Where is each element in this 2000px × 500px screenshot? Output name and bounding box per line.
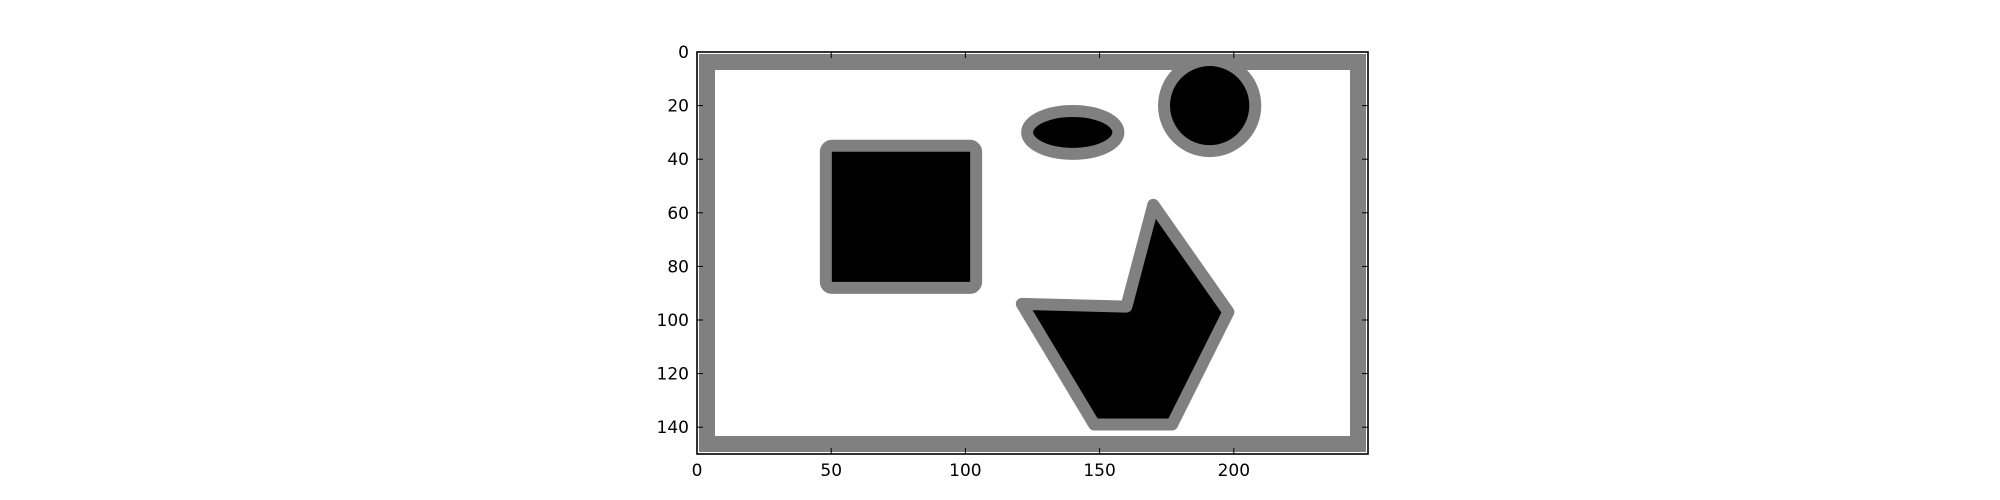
square-shape	[819, 139, 983, 294]
y-tick-label: 60	[667, 204, 689, 224]
x-tick-label: 100	[949, 461, 981, 481]
x-tick-label: 50	[820, 461, 842, 481]
y-tick-label: 20	[667, 97, 689, 117]
y-tick-label: 80	[667, 257, 689, 277]
y-tick-label: 120	[657, 365, 689, 385]
polygon-shape	[1015, 198, 1235, 431]
image-area	[697, 52, 1368, 454]
x-tick-label: 200	[1218, 461, 1250, 481]
y-tick-label: 140	[657, 418, 689, 438]
circle-shape	[1158, 54, 1262, 158]
x-tick-label: 150	[1083, 461, 1115, 481]
image-shapes	[699, 54, 1366, 452]
axes-frame	[696, 51, 1369, 455]
image-border-frame	[699, 54, 1366, 452]
y-tick-label: 40	[667, 150, 689, 170]
y-tick-label: 100	[657, 311, 689, 331]
x-axis-ticks: 0 50 100 150 200	[692, 52, 1250, 481]
x-tick-label: 0	[692, 461, 703, 481]
ellipse-shape	[1021, 104, 1125, 160]
y-axis-ticks: 0 20 40 60 80 100 120 140	[657, 43, 1368, 438]
y-tick-label: 0	[678, 43, 689, 63]
image-background	[697, 52, 1368, 454]
